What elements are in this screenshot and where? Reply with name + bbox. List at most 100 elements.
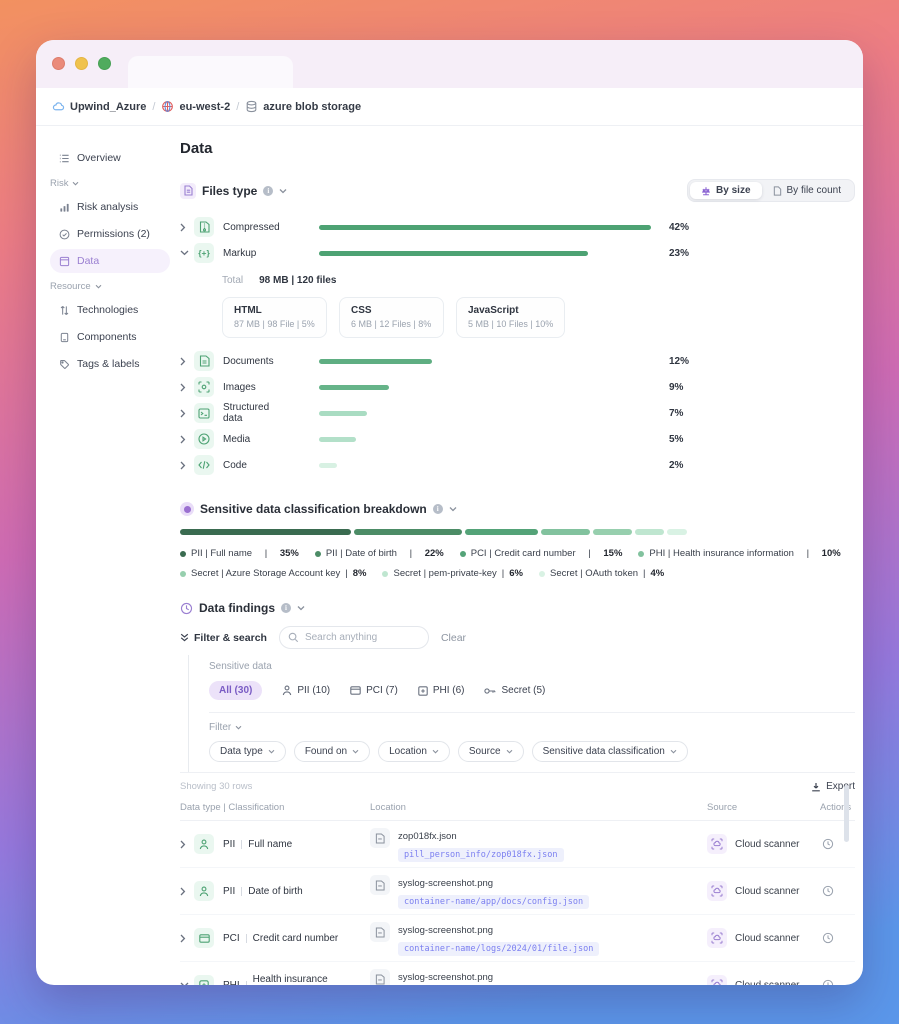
history-clock-icon[interactable] [822, 932, 834, 944]
sidebar-item-risk-analysis[interactable]: Risk analysis [50, 195, 170, 219]
card-stats: 87 MB | 98 File | 5% [234, 319, 315, 329]
file-type-row-code[interactable]: Code 2% [180, 452, 855, 478]
chevron-down-icon[interactable] [279, 188, 287, 194]
history-clock-icon[interactable] [822, 979, 834, 985]
chevron-down-icon[interactable] [297, 605, 305, 611]
chevron-right-icon[interactable] [180, 409, 194, 418]
location-path-chip[interactable]: container-name/logs/2024/01/file.json [398, 942, 600, 956]
info-icon[interactable]: i [281, 603, 292, 613]
location-path-chip[interactable]: pill_person_info/zop018fx.json [398, 848, 564, 862]
chip-phi[interactable]: PHI (6) [418, 685, 464, 696]
sidebar-item-data[interactable]: Data [50, 249, 170, 273]
history-clock-icon[interactable] [822, 838, 834, 850]
chip-pii[interactable]: PII (10) [282, 685, 330, 696]
markup-card-css[interactable]: CSS 6 MB | 12 Files | 8% [339, 297, 444, 338]
chevron-right-icon[interactable] [180, 435, 194, 444]
total-label: Total [222, 274, 244, 286]
sidebar-group-resource[interactable]: Resource [50, 281, 170, 292]
divider [180, 772, 855, 773]
zoom-window-button[interactable] [98, 57, 111, 70]
sidebar-item-tags-labels[interactable]: Tags & labels [50, 352, 170, 376]
export-button[interactable]: Export [811, 781, 855, 792]
file-type-label: Compressed [223, 221, 280, 233]
divider [241, 839, 243, 849]
chevron-right-icon[interactable] [180, 357, 194, 366]
browser-chrome [36, 40, 863, 88]
vertical-scrollbar[interactable] [844, 785, 849, 842]
tag-icon [59, 359, 70, 370]
chevron-right-icon[interactable] [180, 887, 194, 896]
chip-all[interactable]: All (30) [209, 681, 263, 700]
location-path-chip[interactable]: container-name/app/docs/config.json [398, 895, 590, 909]
bar-segment [635, 529, 665, 535]
breadcrumb-region[interactable]: eu-west-2 [161, 100, 230, 113]
file-type-row-structured-data[interactable]: Structured data 7% [180, 400, 855, 426]
breadcrumb-account[interactable]: Upwind_Azure [52, 100, 146, 113]
location-filename: syslog-screenshot.png [398, 925, 494, 936]
chevron-down-icon [72, 181, 79, 186]
file-type-row-documents[interactable]: Documents 12% [180, 348, 855, 374]
search-input[interactable] [278, 626, 429, 649]
chevron-down-icon[interactable] [180, 982, 194, 985]
table-row-expanded[interactable]: PHI Health insurance information syslog-s… [180, 962, 855, 985]
chevron-right-icon[interactable] [180, 840, 194, 849]
breakdown-header: Sensitive data classification breakdown … [180, 502, 855, 516]
close-window-button[interactable] [52, 57, 65, 70]
minimize-window-button[interactable] [75, 57, 88, 70]
by-size-button[interactable]: By size [690, 182, 762, 199]
download-icon [811, 782, 821, 792]
classification: Full name [248, 838, 293, 850]
by-file-count-button[interactable]: By file count [762, 182, 852, 199]
info-icon[interactable]: i [263, 185, 274, 196]
filter-search-toggle[interactable]: Filter & search [180, 632, 267, 644]
chevron-right-icon[interactable] [180, 934, 194, 943]
file-type-bar [319, 224, 651, 230]
history-clock-icon[interactable] [822, 885, 834, 897]
browser-tab[interactable] [128, 56, 293, 88]
chevron-right-icon[interactable] [180, 383, 194, 392]
sidebar-item-components[interactable]: Components [50, 325, 170, 349]
file-type-percent: 9% [669, 381, 684, 393]
card-name: JavaScript [468, 305, 519, 316]
markup-card-html[interactable]: HTML 87 MB | 98 File | 5% [222, 297, 327, 338]
filter-label[interactable]: Filter [209, 722, 855, 733]
table-row[interactable]: PII Full name zop018fx.json pill_person_in… [180, 821, 855, 868]
chevron-right-icon[interactable] [180, 223, 194, 232]
filter-pill-location[interactable]: Location [378, 741, 450, 762]
legend-dot [539, 570, 545, 577]
chip-label: Secret (5) [501, 685, 546, 696]
table-row[interactable]: PCI Credit card number syslog-screenshot.… [180, 915, 855, 962]
sidebar-item-technologies[interactable]: Technologies [50, 298, 170, 322]
file-icon [370, 922, 390, 942]
chevron-right-icon[interactable] [180, 461, 194, 470]
markup-card-javascript[interactable]: JavaScript 5 MB | 10 Files | 10% [456, 297, 566, 338]
filter-pill-found-on[interactable]: Found on [293, 741, 371, 762]
sidebar-item-overview[interactable]: Overview [50, 146, 170, 170]
file-type-label: Structured data [223, 402, 270, 424]
sidebar-item-permissions[interactable]: Permissions (2) [50, 222, 170, 246]
filter-pill-source[interactable]: Source [457, 741, 524, 762]
credit-card-icon [194, 928, 214, 948]
sidebar-group-risk[interactable]: Risk [50, 178, 170, 189]
bar-segment [464, 529, 539, 535]
chevron-down-icon[interactable] [180, 250, 194, 256]
sidebar-group-label: Risk [50, 178, 69, 189]
filter-pill-sensitive-classification[interactable]: Sensitive data classification [531, 741, 688, 762]
info-icon[interactable]: i [432, 504, 443, 514]
source-label: Cloud scanner [735, 932, 800, 944]
clear-button[interactable]: Clear [440, 631, 467, 644]
filter-pill-data-type[interactable]: Data type [209, 741, 286, 762]
legend-item: Secret | OAuth token | 4% [539, 568, 664, 579]
file-type-row-images[interactable]: Images 9% [180, 374, 855, 400]
filter-panel: Sensitive data All (30) PII (10) PCI (7)… [188, 655, 855, 772]
file-type-row-markup[interactable]: {+} Markup 23% [180, 240, 855, 266]
chevron-down-icon[interactable] [449, 506, 457, 512]
chevron-down-icon [352, 749, 359, 754]
breadcrumb-resource[interactable]: azure blob storage [245, 100, 361, 113]
chip-pci[interactable]: PCI (7) [350, 685, 398, 696]
key-icon [484, 687, 496, 695]
table-row[interactable]: PII Date of birth syslog-screenshot.png co… [180, 868, 855, 915]
file-type-row-media[interactable]: Media 5% [180, 426, 855, 452]
file-type-row-compressed[interactable]: Compressed 42% [180, 214, 855, 240]
chip-secret[interactable]: Secret (5) [484, 685, 545, 696]
